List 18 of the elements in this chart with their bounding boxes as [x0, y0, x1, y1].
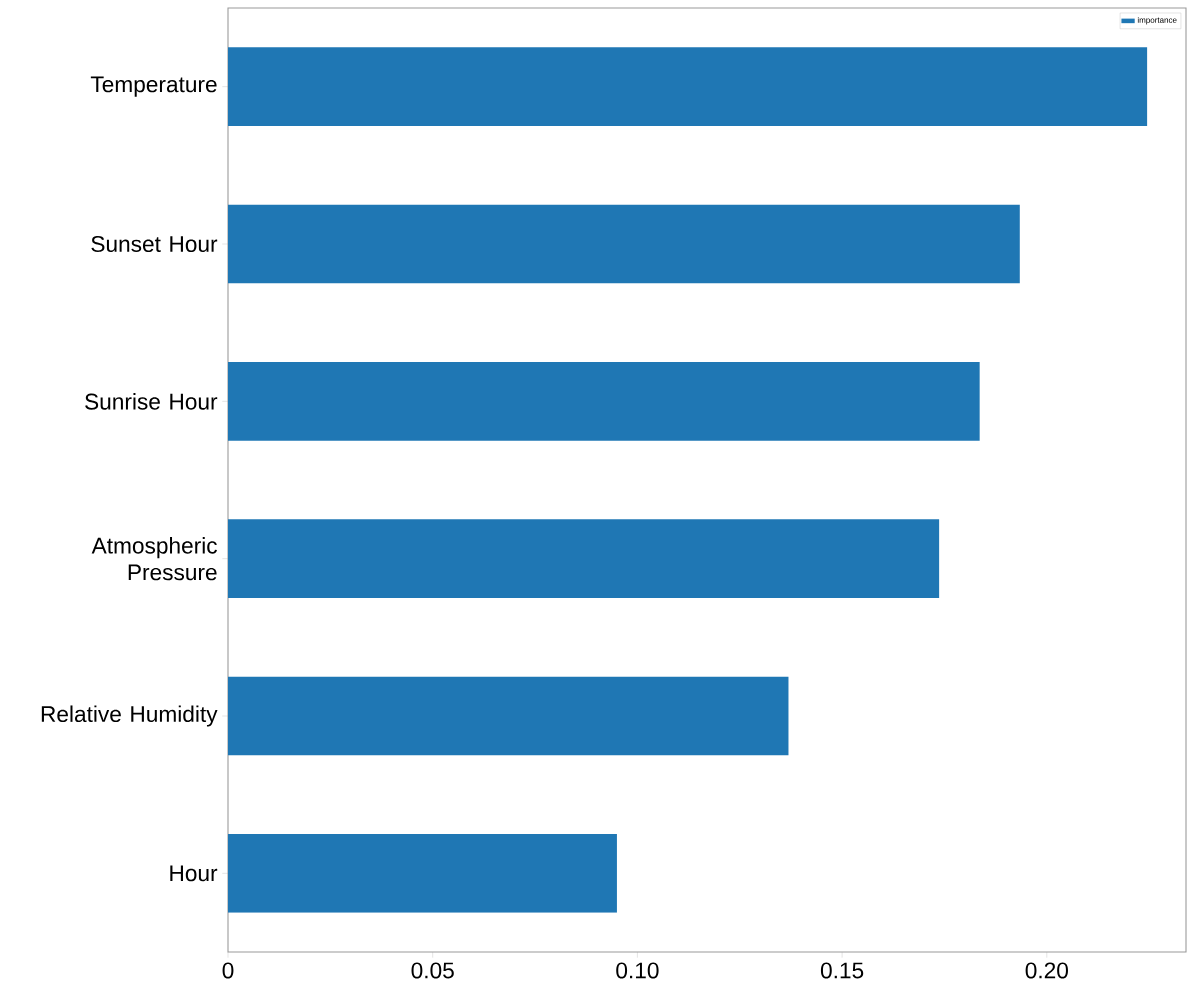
bar — [228, 676, 789, 756]
y-tick-label: Relative Humidity — [41, 705, 218, 727]
x-tick-label: 0 — [222, 962, 234, 979]
legend-label: importance — [1137, 16, 1177, 25]
x-tick-label: 0.05 — [411, 962, 454, 979]
bar — [228, 362, 980, 441]
bar — [228, 834, 617, 913]
y-tick-label: Hour — [170, 865, 218, 882]
x-tick-label: 0.10 — [616, 962, 659, 979]
bar — [228, 519, 940, 598]
y-tick-label: Temperature — [90, 76, 217, 97]
bar — [228, 204, 1020, 284]
y-tick-label: Atmospheric Pressure — [91, 537, 217, 581]
y-tick-label: Sunrise Hour — [85, 393, 218, 410]
x-tick-label: 0.20 — [1025, 962, 1068, 979]
y-tick-label: Sunset Hour — [91, 235, 218, 253]
x-tick-label: 0.15 — [820, 962, 864, 979]
bar — [228, 47, 1148, 126]
